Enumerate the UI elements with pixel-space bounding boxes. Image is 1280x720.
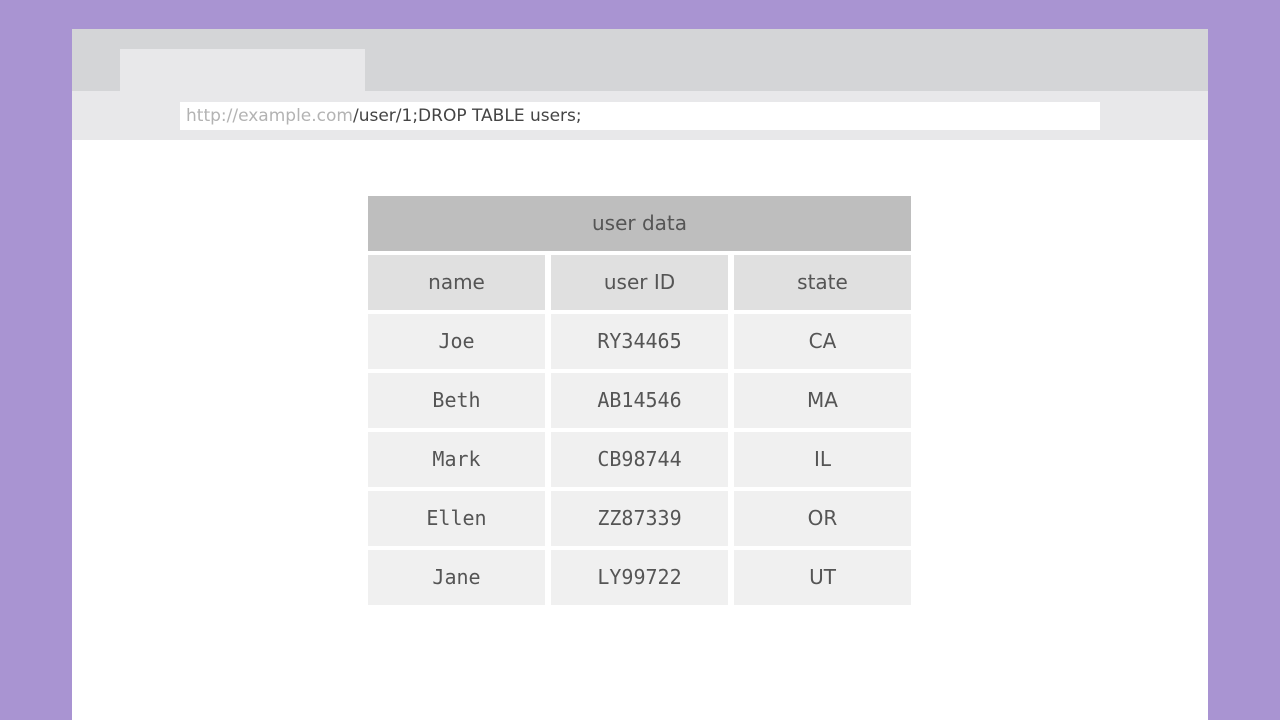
user-id-cell: AB14546 (551, 373, 728, 428)
column-header-user-id: user ID (551, 255, 728, 310)
state-cell: UT (734, 550, 911, 605)
user-id-cell: ZZ87339 (551, 491, 728, 546)
state-cell: MA (734, 373, 911, 428)
user-id-cell: CB98744 (551, 432, 728, 487)
column-header-name: name (368, 255, 545, 310)
name-cell: Joe (368, 314, 545, 369)
state-cell: IL (734, 432, 911, 487)
state-cell: OR (734, 491, 911, 546)
state-cell: CA (734, 314, 911, 369)
url-host: http://example.com (186, 106, 353, 126)
browser-tab[interactable] (120, 49, 365, 91)
name-cell: Mark (368, 432, 545, 487)
user-id-cell: LY99722 (551, 550, 728, 605)
table-row: Joe RY34465 CA (368, 314, 911, 369)
user-id-cell: RY34465 (551, 314, 728, 369)
table-header-row: name user ID state (368, 255, 911, 310)
table-row: Mark CB98744 IL (368, 432, 911, 487)
name-cell: Beth (368, 373, 545, 428)
table-row: Beth AB14546 MA (368, 373, 911, 428)
table-row: Ellen ZZ87339 OR (368, 491, 911, 546)
url-path: /user/1;DROP TABLE users; (352, 106, 582, 126)
name-cell: Jane (368, 550, 545, 605)
column-header-state: state (734, 255, 911, 310)
table-row: Jane LY99722 UT (368, 550, 911, 605)
address-bar[interactable]: http://example.com/user/1;DROP TABLE use… (180, 102, 1100, 130)
user-data-table: user data name user ID state Joe RY34465 C… (368, 196, 911, 605)
browser-toolbar: http://example.com/user/1;DROP TABLE use… (72, 91, 1208, 140)
name-cell: Ellen (368, 491, 545, 546)
table-caption: user data (368, 196, 911, 251)
tab-bar (72, 29, 1208, 91)
